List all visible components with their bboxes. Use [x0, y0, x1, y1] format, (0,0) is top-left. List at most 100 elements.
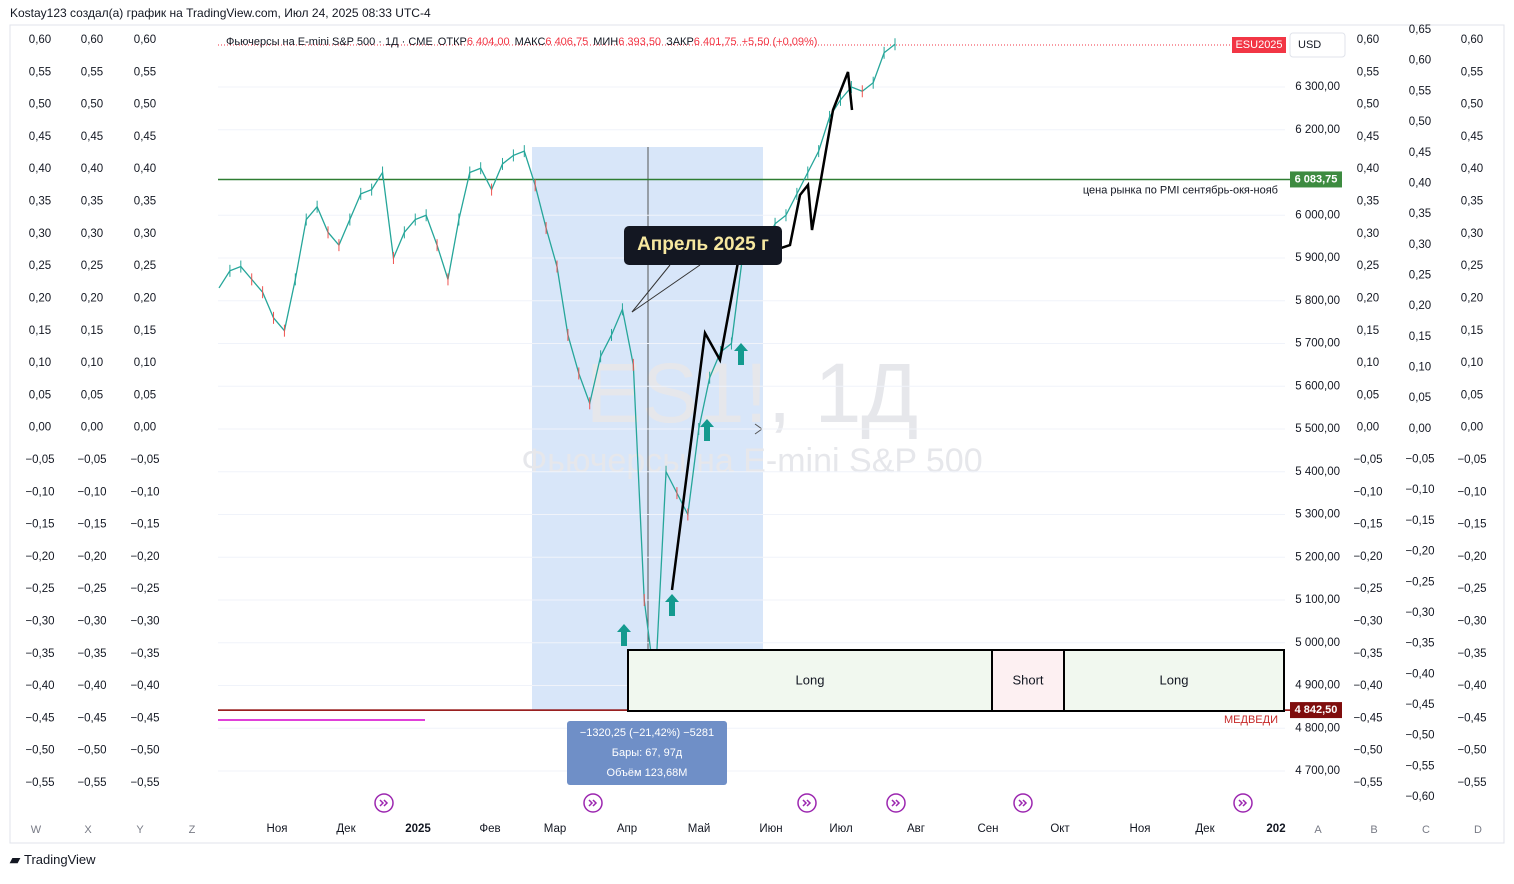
- scale-label: 0,05: [1409, 392, 1431, 404]
- scale-label: −0,05: [130, 454, 159, 466]
- caption: Kostay123 создал(а) график на TradingVie…: [10, 6, 431, 20]
- pane-letter: X: [84, 824, 92, 836]
- pmi_line-price: 6 083,75: [1295, 173, 1338, 185]
- scale-label: −0,55: [1353, 777, 1382, 789]
- footer-brand: ▰ TradingView: [9, 852, 96, 867]
- scale-label: −0,10: [25, 486, 54, 498]
- event-icons: [374, 793, 1253, 813]
- scale-label: 0,45: [1461, 131, 1483, 143]
- scale-label: 0,30: [1409, 239, 1431, 251]
- y-tick-label: 5 100,00: [1295, 594, 1340, 606]
- scale-label: −0,15: [25, 519, 54, 531]
- scale-label: −0,25: [1353, 583, 1382, 595]
- up-arrow: [665, 594, 679, 616]
- scale-label: −0,05: [1457, 454, 1486, 466]
- callout-box: [624, 226, 782, 265]
- legend-close: 6 401,75: [694, 36, 737, 48]
- pane-letter: W: [31, 824, 42, 836]
- scale-label: 0,20: [134, 292, 156, 304]
- scale-label: 0,55: [29, 66, 51, 78]
- scale-label: 0,00: [134, 422, 156, 434]
- scale-label: −0,35: [77, 648, 106, 660]
- scale-label: 0,50: [1409, 116, 1431, 128]
- scale-label: 0,50: [134, 99, 156, 111]
- legend-low: 6 393,50: [618, 36, 661, 48]
- x-tick-label: Июн: [759, 823, 782, 835]
- y-tick-label: 6 200,00: [1295, 124, 1340, 136]
- scale-label: 0,40: [1357, 163, 1379, 175]
- scale-label: 0,60: [1461, 34, 1483, 46]
- event-glyph: [802, 799, 812, 807]
- scale-label: −0,50: [25, 745, 54, 757]
- scale-label: −0,05: [25, 454, 54, 466]
- scale-label: −0,15: [77, 519, 106, 531]
- scale-label: −0,45: [1353, 712, 1382, 724]
- scale-label: −0,10: [1353, 486, 1382, 498]
- scale-label: −0,40: [130, 680, 159, 692]
- y-tick-label: 5 700,00: [1295, 338, 1340, 350]
- scale-label: 0,45: [81, 131, 103, 143]
- zigzag-drawing: [670, 71, 854, 591]
- scale-label: 0,25: [81, 260, 103, 272]
- measure-text: −1320,25 (−21,42%) −5281: [580, 727, 714, 739]
- y-tick-label: 6 300,00: [1295, 81, 1340, 93]
- pane-letter: Z: [189, 824, 196, 836]
- scale-label: −0,30: [1353, 616, 1382, 628]
- scale-label: 0,10: [81, 357, 103, 369]
- long-zone: [627, 649, 993, 712]
- scale-label: −0,05: [1405, 454, 1434, 466]
- scale-label: −0,05: [1353, 454, 1382, 466]
- scale-label: 0,15: [1461, 325, 1483, 337]
- scale-label: 0,60: [29, 34, 51, 46]
- scale-label: −0,10: [1457, 486, 1486, 498]
- callout-pointer: [631, 264, 671, 313]
- callout-text: Апрель 2025 г: [637, 234, 769, 255]
- up-arrow: [617, 624, 631, 646]
- scale-label: 0,45: [29, 131, 51, 143]
- y-tick-label: 5 600,00: [1295, 380, 1340, 392]
- scale-label: −0,20: [25, 551, 54, 563]
- scale-label: 0,15: [134, 325, 156, 337]
- currency-button[interactable]: [1289, 32, 1346, 58]
- scale-label: 0,20: [1409, 300, 1431, 312]
- y-tick-label: 5 800,00: [1295, 295, 1340, 307]
- y-tick-label: 4 700,00: [1295, 765, 1340, 777]
- scale-label: 0,10: [1357, 357, 1379, 369]
- scale-label: 0,45: [1409, 147, 1431, 159]
- scale-label: −0,50: [1405, 730, 1434, 742]
- y-tick-label: 4 800,00: [1295, 722, 1340, 734]
- scale-label: 0,55: [81, 66, 103, 78]
- scale-label: 0,25: [1461, 260, 1483, 272]
- legend-high: 6 406,75: [545, 36, 588, 48]
- y-tick-label: 5 200,00: [1295, 551, 1340, 563]
- legend-low_label: МИН: [593, 36, 618, 48]
- legend-symbol: Фьючерсы на E-mini S&P 500 · 1Д · CME: [226, 36, 433, 48]
- pane-letter: C: [1422, 824, 1430, 836]
- event-glyph: [588, 799, 598, 807]
- pmi_line-text: цена рынка по PMI сентябрь-окя-нояб: [1083, 184, 1278, 196]
- scale-label: 0,00: [1357, 422, 1379, 434]
- scale-label: 0,00: [1409, 423, 1431, 435]
- scale-label: 0,40: [134, 163, 156, 175]
- legend-open_label: ОТКР: [438, 36, 467, 48]
- scale-label: −0,60: [1405, 791, 1434, 803]
- scale-label: 0,05: [81, 389, 103, 401]
- scale-label: −0,55: [130, 777, 159, 789]
- callout-pointer: [631, 264, 701, 313]
- scale-label: −0,15: [130, 519, 159, 531]
- scale-label: 0,35: [1409, 208, 1431, 220]
- scale-label: −0,20: [1405, 546, 1434, 558]
- scale-label: −0,20: [130, 551, 159, 563]
- scale-label: 0,15: [1409, 331, 1431, 343]
- scale-label: −0,05: [77, 454, 106, 466]
- scale-label: 0,30: [81, 228, 103, 240]
- arrows: [617, 343, 748, 646]
- x-tick-label: Июл: [829, 823, 852, 835]
- legend-high_label: МАКС: [515, 36, 546, 48]
- scale-label: 0,15: [1357, 325, 1379, 337]
- contract-label: ESU2025: [1235, 39, 1282, 51]
- scale-label: 0,10: [1409, 362, 1431, 374]
- scale-label: 0,60: [134, 34, 156, 46]
- scale-label: 0,30: [134, 228, 156, 240]
- currency[interactable]: USD: [1298, 39, 1321, 51]
